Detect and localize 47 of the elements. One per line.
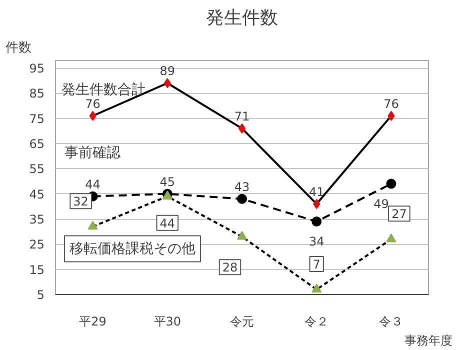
point (88, 220, 98, 230)
data-label: 44 (85, 177, 100, 192)
x-tick-label: 平29 (79, 314, 106, 328)
series-label: 移転価格課税その他 (69, 240, 196, 257)
y-tick-label: 15 (29, 262, 45, 277)
text: 事前確認 (64, 145, 120, 162)
data-label: 76 (384, 96, 399, 111)
y-tick-label: 25 (29, 238, 45, 252)
point (386, 178, 396, 189)
series-label: 発生件数合計 (61, 82, 146, 98)
point (312, 284, 322, 293)
data-label: 27 (392, 207, 407, 222)
y-tick-label: 5 (36, 288, 45, 302)
x-tick-label: 令２ (304, 314, 329, 328)
y-axis-title: 件数 (6, 40, 32, 56)
data-label: 49 (374, 196, 389, 211)
data-label: 43 (234, 180, 250, 194)
point (164, 78, 171, 88)
point (237, 230, 247, 240)
y-tick-label: 75 (29, 112, 45, 126)
point (89, 110, 96, 121)
y-tick-label: 45 (29, 187, 45, 202)
data-label: 45 (160, 174, 176, 189)
data-label: 41 (308, 184, 324, 199)
y-tick-label: 85 (29, 86, 45, 101)
x-tick-label: 令元 (230, 314, 254, 328)
point (237, 194, 247, 204)
y-tick-label: 35 (29, 212, 45, 227)
x-tick-label: 平30 (154, 314, 182, 328)
y-tick-label: 95 (29, 62, 45, 76)
point (388, 110, 395, 121)
data-label: 76 (85, 96, 100, 111)
point (386, 233, 396, 242)
y-tick-label: 55 (29, 162, 45, 176)
data-label: 34 (308, 234, 324, 249)
point (312, 216, 322, 227)
data-label: 28 (222, 260, 238, 275)
y-tick-label: 65 (29, 137, 45, 152)
data-label: 44 (160, 216, 176, 230)
point (313, 198, 320, 209)
data-label: 7 (312, 257, 320, 272)
data-label: 71 (234, 109, 250, 124)
chart-title: 発生件数 (206, 8, 278, 28)
data-label: 32 (73, 194, 88, 209)
data-label: 89 (160, 64, 176, 78)
x-tick-label: 令３ (379, 314, 404, 328)
x-axis-title: 事務年度 (404, 334, 452, 348)
